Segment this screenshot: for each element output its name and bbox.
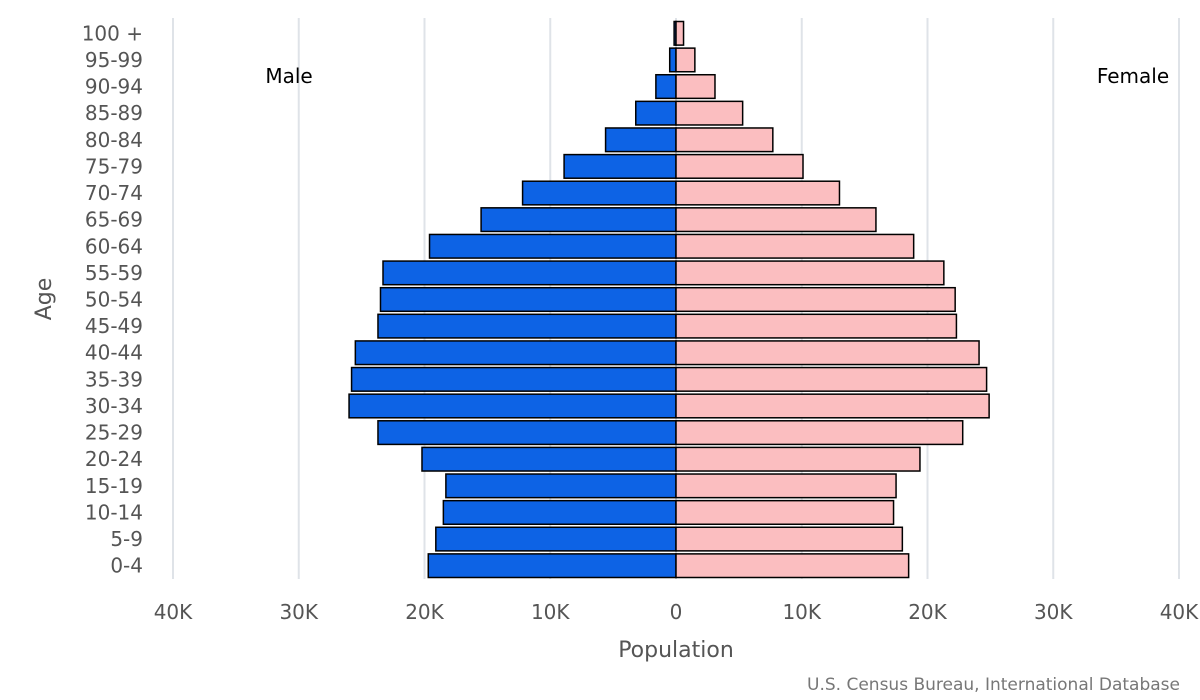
bar-male-15-19	[445, 473, 677, 499]
y-tick-label: 95-99	[85, 48, 143, 72]
x-tick-label: 40K	[154, 600, 193, 624]
y-tick-label: 10-14	[85, 500, 143, 524]
bar-female-85-89	[675, 100, 744, 126]
y-tick-label: 50-54	[85, 288, 143, 312]
y-tick-label: 40-44	[85, 341, 143, 365]
credit-text: U.S. Census Bureau, International Databa…	[807, 675, 1180, 695]
bar-male-35-39	[350, 366, 677, 392]
y-tick-label: 15-19	[85, 474, 143, 498]
bar-male-20-24	[421, 446, 677, 472]
bar-male-80-84	[604, 127, 677, 153]
x-tick-label: 30K	[279, 600, 318, 624]
y-tick-label: 55-59	[85, 261, 143, 285]
bars	[348, 20, 990, 579]
y-tick-label: 35-39	[85, 367, 143, 391]
bar-female-70-74	[675, 180, 841, 206]
legend-female-label: Female	[1097, 64, 1169, 88]
bar-male-75-79	[563, 153, 677, 179]
y-tick-label: 45-49	[85, 314, 143, 338]
y-tick-label: 80-84	[85, 128, 143, 152]
bar-female-55-59	[675, 260, 945, 286]
bar-male-60-64	[428, 233, 677, 259]
bar-female-75-79	[675, 153, 804, 179]
bar-male-95-99	[668, 47, 677, 73]
bar-female-35-39	[675, 366, 988, 392]
bar-male-65-69	[480, 207, 677, 233]
bar-male-85-89	[635, 100, 677, 126]
bar-male-10-14	[442, 499, 677, 526]
x-axis-ticks: 40K 30K 20K 10K 0 10K 20K 30K 40K	[154, 600, 1199, 624]
y-tick-label: 20-24	[85, 447, 143, 471]
x-tick-label: 0	[670, 600, 683, 624]
y-tick-label: 0-4	[110, 554, 143, 578]
y-tick-label: 5-9	[110, 527, 143, 551]
bar-female-0-4	[675, 553, 910, 579]
y-tick-label: 65-69	[85, 208, 143, 232]
bar-male-70-74	[521, 180, 677, 206]
bar-female-50-54	[675, 286, 956, 313]
bar-female-60-64	[675, 233, 915, 259]
x-tick-label: 20K	[405, 600, 444, 624]
bar-male-0-4	[427, 553, 677, 579]
x-tick-label: 10K	[782, 600, 821, 624]
y-tick-label: 85-89	[85, 101, 143, 125]
bar-male-50-54	[379, 286, 677, 313]
bar-female-100	[675, 20, 685, 46]
bar-female-45-49	[675, 313, 958, 339]
y-tick-label: 25-29	[85, 421, 143, 445]
bar-male-90-94	[655, 73, 677, 100]
bar-female-5-9	[675, 526, 904, 552]
bar-female-30-34	[675, 393, 990, 419]
bar-male-25-29	[377, 420, 677, 446]
y-tick-label: 90-94	[85, 75, 143, 99]
x-tick-label: 30K	[1034, 600, 1073, 624]
bar-male-55-59	[382, 260, 677, 286]
y-tick-label: 100 +	[82, 21, 143, 45]
bar-female-90-94	[675, 73, 716, 100]
bar-female-20-24	[675, 446, 921, 472]
x-tick-label: 40K	[1160, 600, 1199, 624]
y-tick-label: 30-34	[85, 394, 143, 418]
bar-female-25-29	[675, 420, 964, 446]
bar-female-80-84	[675, 127, 774, 153]
bar-female-15-19	[675, 473, 897, 499]
bar-female-40-44	[675, 340, 980, 366]
x-tick-label: 10K	[531, 600, 570, 624]
bar-female-65-69	[675, 207, 877, 233]
bar-male-30-34	[348, 393, 677, 419]
bar-female-95-99	[675, 47, 696, 73]
x-tick-label: 20K	[908, 600, 947, 624]
y-tick-label: 60-64	[85, 234, 143, 258]
legend-male-label: Male	[265, 64, 312, 88]
y-axis-title: Age	[32, 278, 57, 321]
y-tick-label: 75-79	[85, 154, 143, 178]
bar-male-40-44	[354, 340, 677, 366]
bar-male-5-9	[435, 526, 677, 552]
bar-male-45-49	[377, 313, 677, 339]
x-axis-title: Population	[618, 638, 734, 663]
y-tick-label: 70-74	[85, 181, 143, 205]
bar-female-10-14	[675, 499, 895, 526]
